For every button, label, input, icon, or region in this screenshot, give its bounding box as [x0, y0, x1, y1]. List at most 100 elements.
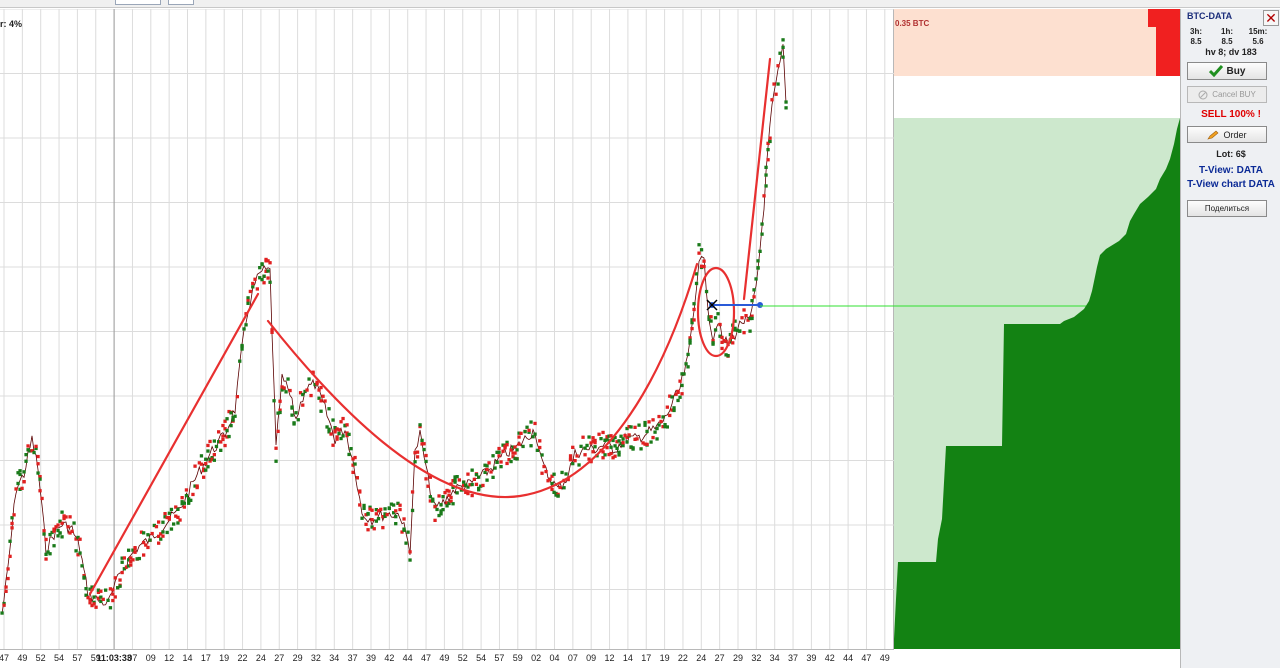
buy-trade-dot	[535, 448, 539, 452]
sell-trade-dot	[601, 456, 605, 460]
buy-trade-dot	[169, 527, 174, 531]
buy-trade-dot	[333, 426, 337, 430]
buy-trade-dot	[347, 452, 351, 457]
sell-trade-dot	[647, 420, 651, 424]
sell-trade-dot	[74, 537, 78, 541]
order-button[interactable]: Order	[1187, 126, 1267, 143]
buy-trade-dot	[122, 567, 126, 571]
buy-trade-dot	[752, 288, 756, 292]
buy-trade-dot	[392, 511, 396, 515]
time-tick-label: 22	[237, 653, 248, 663]
trade-panel: BTC-DATA ✕ 3h: 8.5 1h: 8.5 15m: 5.6 hv 8…	[1180, 9, 1280, 668]
buy-trade-dot	[161, 520, 165, 524]
buy-trade-dot	[470, 482, 474, 487]
buy-trade-dot	[781, 55, 785, 59]
sell-trade-dot	[621, 441, 625, 445]
buy-trade-dot	[290, 413, 294, 417]
sell-trade-dot	[345, 423, 349, 427]
pencil-icon	[1207, 130, 1219, 139]
sell-trade-dot	[611, 456, 615, 460]
sell-trade-dot	[613, 454, 617, 458]
sell-trade-dot	[139, 530, 144, 534]
time-tick-label: 09	[145, 653, 156, 663]
buy-trade-dot	[649, 440, 653, 444]
buy-trade-dot	[499, 465, 503, 469]
buy-trade-dot	[611, 438, 615, 443]
order-button-label: Order	[1223, 129, 1247, 140]
sell-trade-dot	[208, 459, 212, 463]
buy-trade-dot	[515, 448, 519, 452]
cancel-buy-label: Cancel BUY	[1212, 90, 1256, 99]
buy-trade-dot	[16, 471, 20, 475]
buy-trade-dot	[212, 458, 216, 462]
buy-trade-dot	[251, 285, 255, 289]
buy-trade-dot	[776, 82, 780, 86]
time-tick-label: 12	[604, 653, 615, 663]
sell-trade-dot	[601, 430, 605, 435]
buy-button-label: Buy	[1226, 65, 1246, 77]
buy-trade-dot	[294, 411, 298, 415]
buy-trade-dot	[227, 434, 231, 439]
toolbar-button[interactable]	[168, 0, 194, 5]
toolbar-field[interactable]	[115, 0, 161, 5]
time-tick-label: 37	[788, 653, 799, 663]
time-tick-label: 49	[439, 653, 450, 663]
buy-trade-dot	[225, 429, 229, 433]
sell-trade-dot	[627, 425, 631, 429]
buy-trade-dot	[374, 508, 378, 512]
buy-trade-dot	[266, 269, 270, 273]
buy-trade-dot	[96, 588, 101, 592]
buy-trade-dot	[92, 595, 96, 599]
sell-trade-dot	[424, 477, 428, 481]
cancel-buy-button[interactable]: Cancel BUY	[1187, 86, 1267, 103]
sell-trade-dot	[66, 525, 70, 529]
sell-trade-dot	[507, 458, 511, 462]
sell-trade-dot	[464, 490, 468, 494]
buy-trade-dot	[258, 276, 262, 280]
sell-trade-dot	[157, 520, 161, 524]
buy-trade-dot	[672, 406, 676, 410]
buy-trade-dot	[260, 262, 264, 266]
sell-trade-dot	[174, 514, 178, 518]
buy-trade-dot	[44, 552, 48, 556]
sell-trade-dot	[447, 493, 451, 497]
sell-trade-dot	[702, 259, 706, 263]
sell-trade-dot	[219, 440, 223, 444]
buy-trade-dot	[184, 494, 189, 498]
buy-trade-dot	[441, 495, 445, 499]
buy-trade-dot	[180, 500, 184, 504]
sell-trade-dot	[591, 439, 595, 443]
buy-trade-dot	[48, 552, 52, 556]
sell-trade-dot	[221, 437, 225, 442]
buy-trade-dot	[187, 500, 191, 504]
sell-trade-dot	[52, 527, 56, 531]
buy-trade-dot	[617, 453, 621, 457]
sell-trade-dot	[120, 570, 124, 575]
buy-trade-dot	[760, 232, 764, 236]
sell-trade-dot	[355, 476, 359, 480]
sell-trade-dot	[385, 512, 389, 517]
tview-chart-link[interactable]: T-View chart DATA	[1187, 179, 1275, 190]
sell-trade-dot	[558, 485, 562, 490]
buy-trade-dot	[766, 148, 770, 152]
price-chart[interactable]: r: 4%	[0, 9, 894, 649]
buy-trade-dot	[84, 593, 88, 597]
buy-trade-dot	[313, 382, 317, 387]
sell-trade-dot	[217, 430, 221, 434]
buy-trade-dot	[106, 598, 110, 602]
share-button[interactable]: Поделиться	[1187, 200, 1267, 217]
sell-trade-dot	[668, 413, 672, 418]
sell-trade-dot	[674, 392, 678, 396]
buy-trade-dot	[453, 478, 457, 482]
sell-trade-dot	[206, 443, 210, 448]
buy-trade-dot	[593, 445, 597, 449]
buy-trade-dot	[317, 396, 321, 400]
tview-link[interactable]: T-View: DATA	[1199, 165, 1263, 176]
buy-trade-dot	[36, 471, 40, 475]
buy-button[interactable]: Buy	[1187, 62, 1267, 80]
trend-line-up	[88, 292, 260, 596]
sell-trade-dot	[191, 492, 195, 497]
buy-trade-dot	[327, 430, 331, 434]
close-icon[interactable]: ✕	[1263, 10, 1279, 26]
buy-trade-dot	[396, 501, 400, 505]
